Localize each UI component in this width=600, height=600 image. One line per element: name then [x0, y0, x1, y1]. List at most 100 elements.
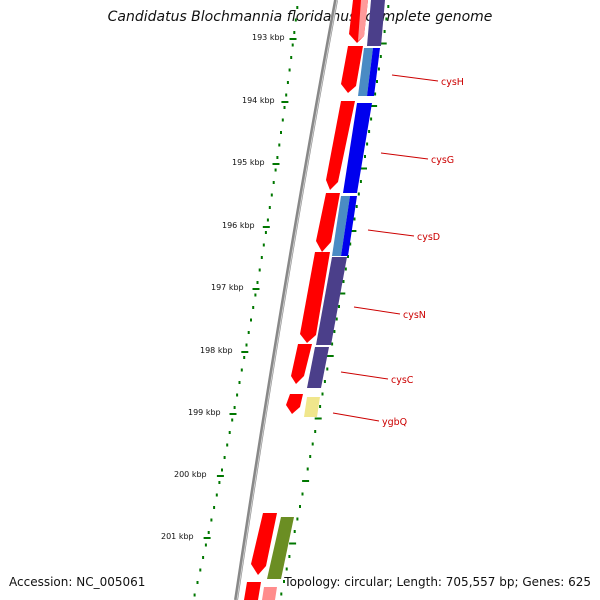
- tick-dot: [283, 106, 286, 109]
- cog-feature-blue: [367, 48, 380, 96]
- tick-dot: [289, 542, 297, 545]
- tick-dot: [376, 80, 378, 83]
- tick-dot: [296, 6, 299, 9]
- inner-tick-track: [280, 5, 390, 596]
- cds-feature: [300, 252, 330, 343]
- tick-dot: [270, 193, 273, 197]
- tick-dot: [199, 568, 202, 572]
- tick-dot: [262, 243, 265, 247]
- tick-dot: [306, 467, 309, 471]
- tick-dot: [272, 181, 275, 184]
- tick-dot: [387, 5, 390, 8]
- tick-label-200: 200 kbp: [174, 470, 207, 479]
- tick-dot: [349, 242, 352, 246]
- tick-dot: [364, 155, 366, 158]
- tick-dot: [236, 393, 239, 397]
- cog-track: [267, 0, 385, 579]
- tick-dot: [385, 17, 388, 21]
- gene-label-cysH: cysH: [441, 77, 464, 88]
- tick-dot: [202, 556, 205, 559]
- tick-dot: [258, 268, 261, 272]
- cds-feature: [341, 46, 363, 93]
- tick-dot: [213, 506, 216, 509]
- tick-dot: [245, 343, 248, 347]
- tick-dot: [379, 42, 387, 45]
- tick-dot: [250, 318, 252, 322]
- major-tick: [229, 413, 237, 415]
- tick-dot: [338, 305, 340, 308]
- tick-dot: [314, 417, 322, 420]
- tick-dot: [366, 142, 369, 146]
- tick-dot: [357, 192, 360, 196]
- tick-label-197: 197 kbp: [211, 283, 244, 292]
- cog-feature-olive: [267, 517, 294, 579]
- tick-dot: [226, 443, 229, 447]
- map-title: Candidatus Blochmannia floridanus, compl…: [107, 9, 493, 25]
- tick-dot: [260, 256, 263, 259]
- tick-dot: [247, 331, 250, 334]
- tick-dot: [355, 205, 358, 208]
- cog-feature-purple: [367, 0, 385, 46]
- tick-dot: [285, 567, 288, 571]
- major-tick: [252, 288, 260, 290]
- cog-feature-blue: [343, 103, 372, 193]
- tick-label-199: 199 kbp: [188, 408, 221, 417]
- cds-feature: [286, 394, 303, 414]
- gene-label-cysG: cysG: [431, 155, 454, 166]
- tick-dot: [335, 317, 338, 321]
- cog-feature-yellow: [304, 397, 320, 417]
- tick-dot: [281, 118, 284, 122]
- tick-dot: [233, 406, 236, 409]
- tick-dot: [359, 180, 362, 183]
- tick-dot: [280, 592, 283, 596]
- tick-dot: [280, 131, 282, 134]
- tick-dot: [231, 418, 234, 422]
- tick-dot: [309, 455, 312, 458]
- major-tick: [203, 537, 211, 539]
- cds-feature-light: [262, 587, 277, 600]
- tick-label-198: 198 kbp: [200, 346, 233, 355]
- tick-dot: [347, 255, 349, 258]
- leader-line: [340, 371, 389, 380]
- tick-label-201: 201 kbp: [161, 532, 194, 541]
- tick-dot: [243, 356, 246, 359]
- tick-dot: [228, 431, 231, 434]
- tick-dot: [360, 167, 367, 170]
- outer-tick-track: [193, 6, 299, 597]
- leader-line: [367, 229, 415, 237]
- tick-dot: [290, 56, 293, 59]
- tick-dot: [370, 105, 378, 107]
- tick-dot: [285, 93, 288, 97]
- tick-dot: [374, 92, 377, 96]
- tick-dot: [294, 18, 297, 22]
- cds-track: [244, 0, 368, 600]
- tick-dot: [326, 355, 334, 357]
- tick-dot: [283, 580, 285, 583]
- cog-feature-steel: [358, 48, 373, 96]
- tick-dot: [379, 55, 382, 58]
- tick-dot: [311, 442, 314, 446]
- major-tick: [289, 38, 297, 40]
- cds-feature: [316, 193, 340, 252]
- tick-dot: [196, 581, 199, 584]
- tick-dot: [314, 430, 317, 433]
- tick-label-195: 195 kbp: [232, 158, 265, 167]
- tick-dot: [296, 517, 299, 521]
- tick-dot: [264, 231, 267, 234]
- cds-feature: [251, 513, 277, 575]
- genome-backbone: [234, 0, 338, 600]
- tick-label-193: 193 kbp: [252, 33, 285, 42]
- tick-dot: [293, 31, 296, 34]
- cog-feature-blue: [341, 196, 357, 256]
- tick-dot: [353, 217, 356, 221]
- tick-dot: [218, 481, 221, 484]
- tick-dot: [193, 593, 196, 597]
- tick-dot: [210, 518, 213, 522]
- tick-dot: [338, 292, 346, 295]
- tick-dot: [207, 531, 210, 534]
- tick-dot: [323, 380, 326, 383]
- tick-dot: [370, 117, 373, 121]
- tick-dot: [321, 392, 324, 396]
- gene-label-cysN: cysN: [403, 310, 426, 321]
